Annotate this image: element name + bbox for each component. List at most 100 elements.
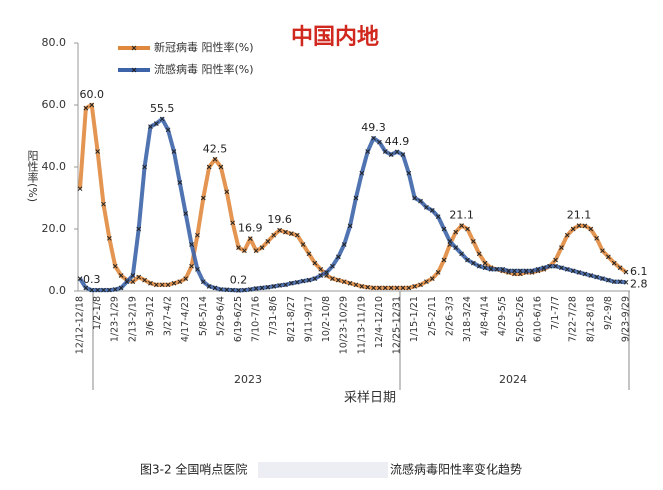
point-marker <box>118 273 124 278</box>
x-tick-label: 2/13-2/19 <box>127 296 138 342</box>
y-tick-label: 80.0 <box>42 36 67 49</box>
data-label: 0.3 <box>83 273 101 286</box>
point-marker <box>330 276 335 281</box>
point-marker <box>377 139 382 145</box>
x-axis-label: 采样日期 <box>344 391 396 406</box>
point-marker <box>377 285 382 291</box>
point-marker <box>300 278 306 284</box>
point-marker <box>142 164 147 170</box>
data-label: 44.9 <box>385 135 410 148</box>
point-marker <box>206 164 212 170</box>
point-marker <box>330 263 335 269</box>
point-marker <box>153 121 159 126</box>
point-marker <box>341 242 347 247</box>
point-marker <box>353 195 359 201</box>
point-marker <box>388 152 394 157</box>
point-marker <box>424 204 429 210</box>
point-marker <box>148 280 153 286</box>
point-marker <box>224 287 230 293</box>
y-tick-label: 40.0 <box>42 160 67 173</box>
x-tick-label: 1/15-1/21 <box>409 296 420 342</box>
point-marker <box>159 116 165 122</box>
data-label: 0.2 <box>230 273 248 286</box>
data-label: 19.6 <box>267 213 292 226</box>
point-marker <box>153 282 159 288</box>
point-marker <box>306 251 312 257</box>
x-tick-label: 6/10-6/16 <box>532 296 543 342</box>
point-marker <box>324 270 329 275</box>
point-marker <box>394 285 400 291</box>
point-marker <box>365 284 371 290</box>
x-tick-label: 7/31-8/6 <box>268 296 279 336</box>
x-tick-label: 8/12-8/18 <box>585 296 596 342</box>
point-marker <box>124 279 130 285</box>
point-marker <box>388 285 394 291</box>
point-marker <box>570 226 576 232</box>
point-marker <box>259 285 265 291</box>
point-marker <box>253 248 259 254</box>
data-label: 55.5 <box>150 102 175 115</box>
point-marker <box>130 279 136 285</box>
x-tick-label: 4/29-5/5 <box>497 296 508 336</box>
point-marker <box>359 283 365 289</box>
series-line <box>78 116 627 293</box>
point-marker <box>335 254 341 260</box>
point-marker <box>242 287 247 293</box>
point-marker <box>400 285 406 291</box>
point-marker <box>253 286 259 291</box>
point-marker <box>212 285 218 291</box>
chart-title: 中国内地 <box>291 25 379 50</box>
point-marker <box>224 189 230 195</box>
point-marker <box>277 283 282 288</box>
point-marker <box>541 265 547 271</box>
point-marker <box>236 245 241 250</box>
point-marker <box>459 223 464 228</box>
point-marker <box>564 266 570 272</box>
point-marker <box>517 268 523 274</box>
point-marker <box>588 273 594 278</box>
point-marker <box>195 266 200 272</box>
point-marker <box>130 273 136 278</box>
point-marker <box>107 287 112 293</box>
series-line <box>78 103 628 290</box>
point-marker <box>341 279 347 285</box>
point-marker <box>564 232 570 238</box>
point-marker <box>482 260 488 266</box>
point-marker <box>77 186 83 192</box>
point-marker <box>259 245 265 250</box>
point-marker <box>623 279 629 285</box>
point-marker <box>412 283 417 289</box>
data-label: 16.9 <box>238 222 263 235</box>
x-tick-label: 12/4-12/10 <box>374 296 385 348</box>
point-marker <box>459 251 464 257</box>
point-marker <box>606 277 611 283</box>
point-marker <box>559 245 564 250</box>
x-tick-label: 7/22-7/28 <box>568 296 579 342</box>
point-marker <box>200 279 206 285</box>
point-marker <box>418 198 423 204</box>
point-marker <box>353 282 359 288</box>
point-marker <box>195 232 200 238</box>
point-marker <box>488 266 494 272</box>
point-marker <box>523 268 529 274</box>
data-label: 60.0 <box>79 88 104 101</box>
legend-label: 新冠病毒 阳性率(%) <box>154 40 254 54</box>
point-marker <box>89 102 95 108</box>
caption: 图3-2 全国哨点医院 <box>140 462 247 477</box>
point-marker <box>617 279 623 285</box>
point-marker <box>200 195 206 201</box>
point-marker <box>441 226 447 232</box>
point-marker <box>553 257 558 263</box>
point-marker <box>465 226 470 232</box>
point-marker <box>306 277 312 283</box>
point-marker <box>406 170 412 176</box>
point-marker <box>400 152 406 157</box>
point-marker <box>112 287 118 292</box>
point-marker <box>512 268 517 274</box>
point-marker <box>318 273 324 278</box>
x-tick-label: 2/5-2/11 <box>427 296 438 336</box>
point-marker <box>118 285 124 291</box>
point-marker <box>212 156 218 162</box>
point-marker <box>242 248 247 254</box>
x-tick-label: 5/8-5/14 <box>198 296 209 336</box>
